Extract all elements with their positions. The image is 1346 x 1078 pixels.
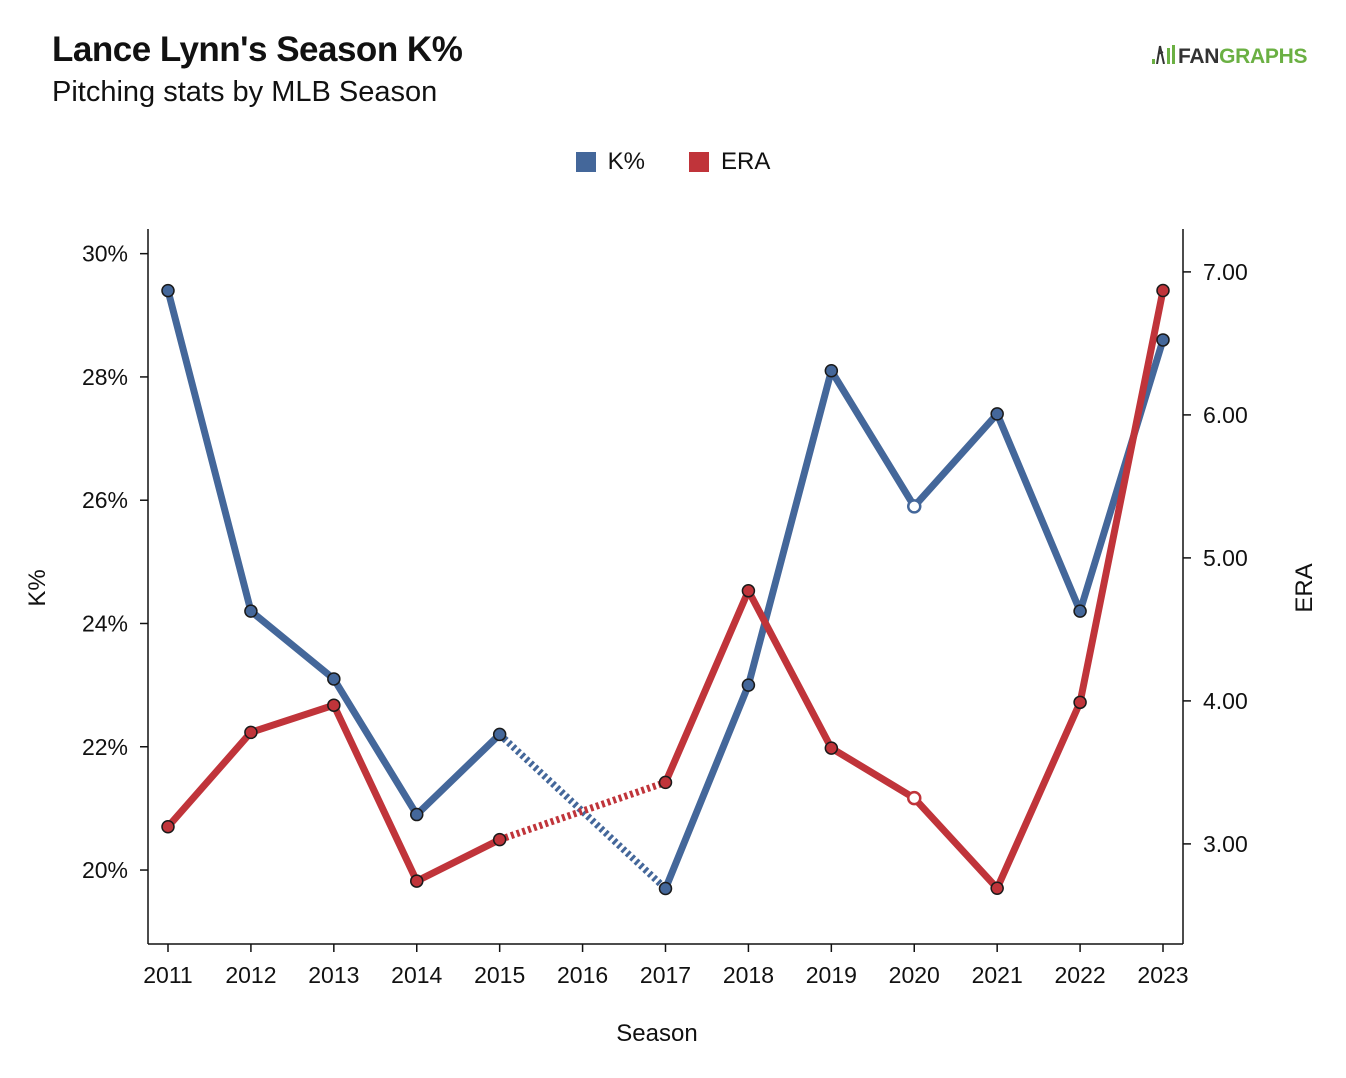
series-line-era-gap — [498, 779, 667, 843]
data-point-era — [327, 698, 341, 712]
data-point-era — [907, 790, 922, 806]
chart-axes — [147, 229, 1184, 945]
series-line-era — [413, 836, 504, 885]
y-right-tick-label: 4.00 — [1203, 688, 1248, 714]
chart-title: Lance Lynn's Season K% — [52, 30, 463, 69]
series-line-era — [827, 744, 918, 802]
x-tick-label: 2022 — [1054, 962, 1105, 988]
brand-name-part2: GRAPHS — [1219, 45, 1308, 68]
x-tick-label: 2018 — [723, 962, 774, 988]
data-point-era — [161, 819, 175, 834]
series-line-k-pct — [247, 607, 338, 683]
data-point-era — [990, 881, 1004, 895]
series-line-era — [993, 698, 1084, 892]
series-line-era — [164, 728, 255, 831]
x-axis-label: Season — [616, 1020, 697, 1047]
series-line-k-pct — [1076, 336, 1167, 615]
series-line-k-pct — [662, 681, 752, 893]
series-line-k-pct — [993, 410, 1084, 615]
fangraphs-logo-icon — [1152, 44, 1176, 70]
y-left-tick-label: 28% — [82, 364, 128, 390]
y-right-tick-label: 3.00 — [1203, 831, 1248, 857]
y-right-tick-label: 7.00 — [1203, 259, 1248, 285]
x-tick-label: 2019 — [806, 962, 857, 988]
series-line-era — [662, 587, 752, 786]
data-point-k-pct — [244, 604, 258, 618]
brand-name-part1: FAN — [1178, 45, 1220, 68]
data-point-era — [492, 832, 507, 847]
chart-series-points — [161, 283, 1170, 896]
x-tick-label: 2014 — [391, 962, 442, 988]
data-point-k-pct — [1156, 333, 1170, 347]
data-point-k-pct — [492, 727, 507, 742]
x-tick-label: 2017 — [640, 962, 691, 988]
legend-item-era[interactable]: ERA — [689, 148, 770, 176]
series-line-k-pct — [827, 367, 918, 510]
legend-label-era: ERA — [721, 148, 771, 175]
legend-swatch-era — [689, 152, 709, 172]
data-point-k-pct — [990, 407, 1004, 421]
data-point-k-pct — [327, 672, 341, 686]
series-line-era — [744, 587, 835, 752]
data-point-k-pct — [907, 499, 922, 514]
x-tick-label: 2015 — [474, 962, 525, 988]
data-point-k-pct — [161, 283, 175, 298]
chart-ticks: 2011 2012 2013 2014 2015 2016 2017 2018 2019 2020… — [82, 241, 1248, 988]
series-line-k-pct — [744, 367, 835, 689]
chart-legend: K% ERA — [0, 148, 1346, 176]
data-point-k-pct — [1073, 604, 1087, 618]
series-line-k-pct — [164, 287, 255, 615]
x-tick-label: 2016 — [557, 962, 608, 988]
y-left-tick-label: 24% — [82, 610, 128, 636]
series-line-era — [1076, 286, 1167, 706]
data-point-era — [410, 874, 424, 888]
series-line-era — [330, 701, 421, 885]
legend-swatch-k-pct — [575, 152, 596, 172]
chart-subtitle: Pitching stats by MLB Season — [52, 76, 438, 108]
series-line-k-pct — [413, 730, 504, 819]
series-line-k-pct — [330, 675, 421, 819]
y-left-tick-label: 26% — [82, 487, 128, 513]
data-point-k-pct — [741, 678, 756, 692]
legend-item-k-pct[interactable]: K% — [575, 148, 645, 176]
x-tick-label: 2023 — [1137, 962, 1188, 988]
series-line-k-pct — [910, 410, 1001, 510]
data-point-era — [1073, 695, 1087, 710]
x-tick-label: 2012 — [225, 962, 276, 988]
y-axis-right-label: ERA — [1291, 563, 1318, 612]
data-point-era — [824, 741, 839, 755]
series-line-era — [910, 794, 1001, 892]
y-right-tick-label: 6.00 — [1203, 402, 1248, 428]
series-line-k-pct-gap — [497, 731, 668, 892]
y-right-tick-label: 5.00 — [1203, 545, 1248, 571]
data-point-k-pct — [410, 807, 424, 822]
chart-series-lines — [164, 286, 1167, 893]
y-left-tick-label: 30% — [82, 241, 128, 267]
data-point-era — [658, 775, 673, 790]
legend-label-k-pct: K% — [607, 148, 645, 175]
series-line-era — [247, 701, 338, 736]
data-point-era — [1156, 283, 1170, 298]
x-tick-label: 2020 — [889, 962, 940, 988]
brand-logo[interactable]: FAN GRAPHS — [1152, 44, 1307, 70]
y-axis-left-label: K% — [24, 569, 51, 606]
y-left-tick-label: 22% — [82, 734, 128, 760]
x-tick-label: 2021 — [972, 962, 1023, 988]
data-point-era — [244, 725, 258, 740]
data-point-k-pct — [658, 881, 673, 896]
x-tick-label: 2013 — [308, 962, 359, 988]
data-point-k-pct — [824, 364, 839, 378]
y-left-tick-label: 20% — [82, 857, 128, 883]
x-tick-label: 2011 — [143, 962, 192, 988]
data-point-era — [741, 584, 756, 598]
